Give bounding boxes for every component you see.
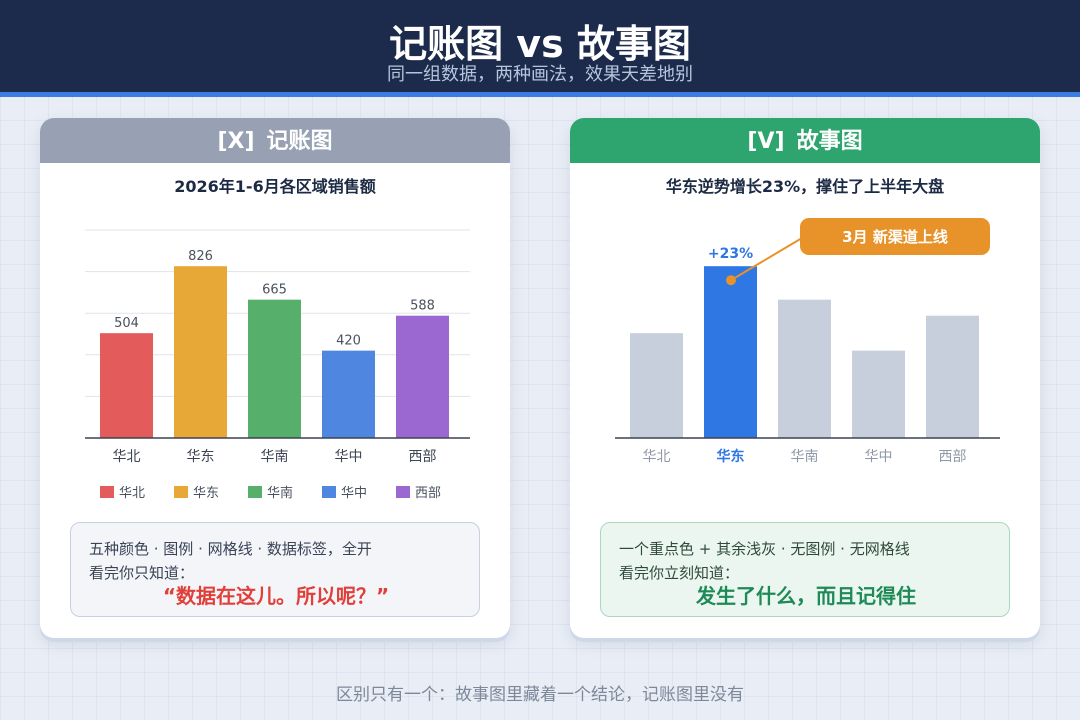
x-tick-label: 华东	[187, 449, 215, 465]
story-bar-chart: 华北 华东 华南 华中 西部 +23% 3月 新渠道上线	[615, 218, 1000, 465]
x-tick-label: 华南	[261, 449, 289, 465]
footer-caption: 区别只有一个：故事图里藏着一个结论，记账图里没有	[336, 685, 744, 705]
bar	[926, 315, 979, 438]
legend-label: 华中	[341, 486, 367, 501]
panel-title: 记账图	[266, 129, 333, 154]
annotation-callout	[800, 218, 990, 255]
takeaway-quote: “数据在这儿。所以呢？”	[162, 584, 390, 608]
bar	[100, 333, 153, 438]
x-tick-label: 华北	[643, 449, 671, 465]
legend-label: 华东	[193, 486, 219, 501]
bar	[248, 299, 301, 438]
bar	[778, 299, 831, 438]
bar	[174, 266, 227, 438]
header: 记账图 vs 故事图 同一组数据，两种画法，效果天差地别	[0, 0, 1080, 92]
legend-swatch	[322, 486, 336, 498]
story-chart-panel: [V] 故事图 华东逆势增长23%，撑住了上半年大盘 华北 华东 华南 华中 西部 +23%…	[570, 118, 1040, 638]
data-label: 504	[114, 316, 139, 331]
takeaway-line: 一个重点色 + 其余浅灰 · 无图例 · 无网格线	[619, 540, 910, 558]
accounting-chart-panel: [X] 记账图 2026年1-6月各区域销售额 504 华北 826 华东 665 华南 42…	[40, 118, 510, 638]
x-tick-label: 西部	[409, 449, 437, 465]
takeaway-line: 五种颜色 · 图例 · 网格线 · 数据标签，全开	[89, 540, 372, 558]
data-label: 588	[410, 299, 435, 314]
takeaway-quote: 发生了什么，而且记得住	[696, 584, 916, 608]
legend-label: 西部	[415, 486, 441, 501]
x-tick-label: 华南	[791, 449, 819, 465]
data-label: 826	[188, 249, 213, 264]
annotation-leader-line	[730, 237, 803, 282]
takeaway-line: 看完你只知道：	[89, 564, 195, 582]
panel-header: [X] 记账图	[40, 118, 510, 163]
legend-swatch	[248, 486, 262, 498]
page-title: 记账图 vs 故事图	[389, 22, 691, 66]
bar	[322, 350, 375, 438]
annotation-text: 3月 新渠道上线	[842, 228, 948, 246]
data-label: 665	[262, 283, 287, 298]
highlight-label: +23%	[708, 246, 753, 262]
takeaway-box: 五种颜色 · 图例 · 网格线 · 数据标签，全开 看完你只知道： “数据在这儿…	[70, 522, 480, 617]
legend-swatch	[174, 486, 188, 498]
takeaway-box: 一个重点色 + 其余浅灰 · 无图例 · 无网格线 看完你立刻知道： 发生了什么…	[600, 522, 1010, 617]
panel-title: 故事图	[796, 129, 863, 154]
x-tick-label: 西部	[939, 449, 967, 465]
x-tick-label: 华中	[335, 449, 363, 465]
x-tick-label: 华中	[865, 449, 893, 465]
cross-tag: [X]	[217, 129, 255, 154]
legend-label: 华北	[119, 486, 145, 501]
bar	[396, 315, 449, 438]
check-tag: [V]	[747, 129, 785, 154]
chart-title: 华东逆势增长23%，撑住了上半年大盘	[665, 177, 945, 196]
legend-swatch	[396, 486, 410, 498]
legend-label: 华南	[267, 485, 293, 501]
bar	[852, 350, 905, 438]
chart-title: 2026年1-6月各区域销售额	[174, 177, 376, 196]
data-label: 420	[336, 334, 361, 349]
panel-header: [V] 故事图	[570, 118, 1040, 163]
header-accent-bar	[0, 92, 1080, 97]
bar	[704, 266, 757, 438]
x-tick-label: 华东	[717, 448, 745, 465]
takeaway-line: 看完你立刻知道：	[619, 564, 740, 582]
page-subtitle: 同一组数据，两种画法，效果天差地别	[387, 64, 693, 85]
x-tick-label: 华北	[113, 449, 141, 465]
legend-swatch	[100, 486, 114, 498]
bar	[630, 333, 683, 438]
annotation-dot	[726, 275, 736, 286]
